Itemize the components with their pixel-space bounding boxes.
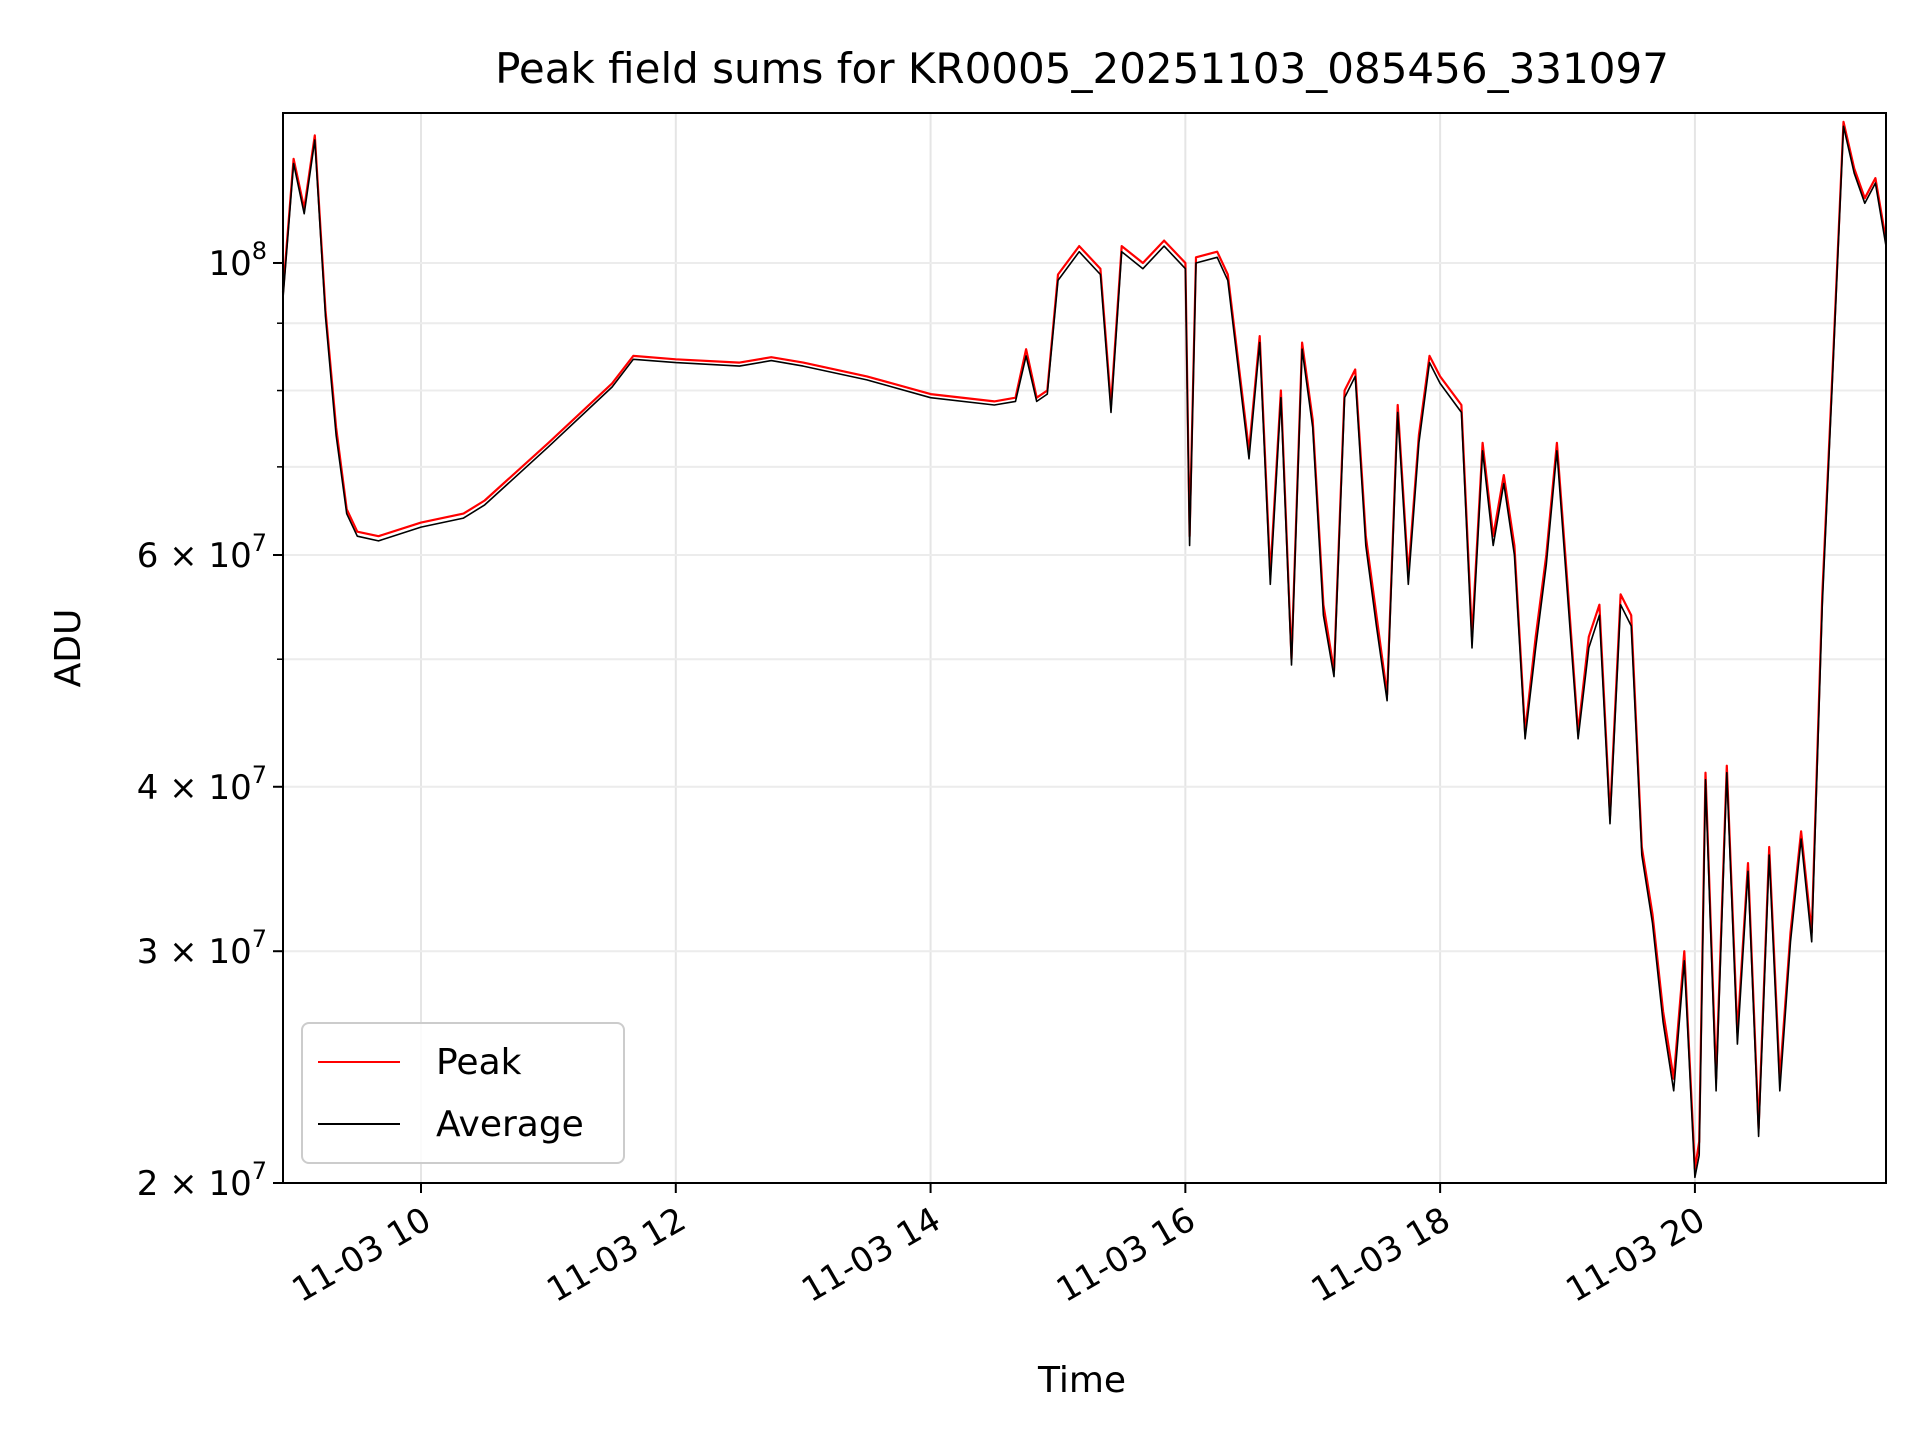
plot-frame	[282, 112, 1887, 1184]
y-tick-label: 3 × 107	[137, 925, 267, 972]
y-tick-label: 2 × 107	[137, 1157, 267, 1204]
y-tick-label: 6 × 107	[137, 529, 267, 576]
legend-box	[301, 1022, 625, 1164]
grid-lines	[283, 113, 1886, 1183]
legend: Peak Average	[301, 1022, 625, 1164]
y-axis-label: ADU	[48, 609, 89, 688]
series-line-average	[282, 125, 1887, 1179]
legend-label-peak: Peak	[436, 1042, 522, 1083]
legend-label-average: Average	[436, 1104, 584, 1145]
y-tick-label: 108	[208, 237, 267, 284]
chart-title: Peak field sums for KR0005_20251103_0854…	[495, 44, 1669, 93]
x-axis-label: Time	[1037, 1360, 1126, 1401]
y-tick-label: 4 × 107	[137, 761, 267, 808]
series-lines	[281, 120, 1888, 1179]
